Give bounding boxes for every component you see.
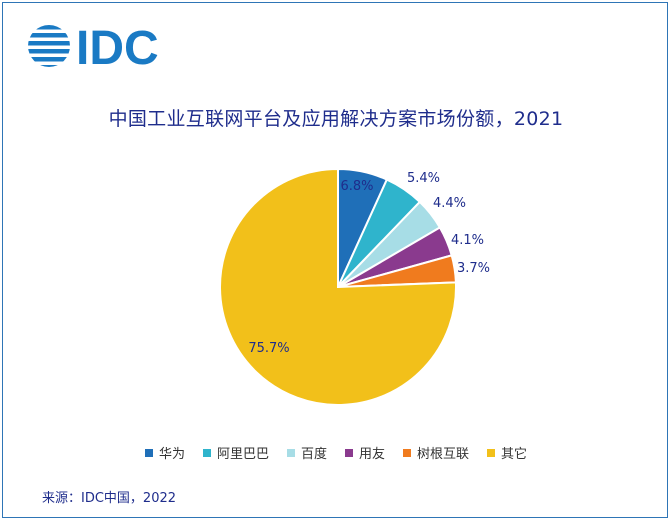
legend-item-5: 其它 (487, 443, 527, 462)
data-label-5: 75.7% (248, 341, 289, 356)
legend-swatch (144, 448, 153, 457)
legend-item-4: 树根互联 (403, 443, 469, 462)
legend-swatch (345, 448, 353, 457)
legend-label: 其它 (501, 447, 528, 462)
legend-label: 百度 (300, 447, 327, 462)
legend-swatch (286, 448, 295, 457)
legend-swatch (403, 448, 412, 457)
chart-title: 中国工业互联网平台及应用解决方案市场份额，2021 (108, 108, 564, 130)
data-label-2: 4.4% (433, 196, 466, 211)
legend-label: 用友 (359, 447, 386, 462)
logo-text: IDC (76, 22, 159, 72)
data-label-1: 5.4% (407, 171, 440, 186)
data-label-0: 6.8% (340, 179, 373, 194)
source-note: 来源：IDC中国，2022 (42, 491, 177, 506)
globe-icon (28, 25, 70, 67)
legend-label: 阿里巴巴 (216, 447, 269, 462)
pie-slice-5 (219, 167, 457, 406)
chart-legend: 华为 阿里巴巴 百度 用友 树根互联 其它 (0, 443, 672, 462)
idc-logo: IDC (28, 22, 159, 72)
legend-label: 树根互联 (417, 447, 470, 462)
legend-swatch (202, 448, 211, 457)
legend-item-0: 华为 (144, 443, 185, 462)
legend-label: 华为 (158, 447, 185, 462)
legend-item-3: 用友 (345, 443, 385, 462)
data-label-4: 3.7% (457, 261, 490, 276)
legend-item-2: 百度 (286, 443, 327, 462)
data-label-3: 4.1% (451, 233, 484, 248)
legend-swatch (487, 448, 496, 457)
legend-item-1: 阿里巴巴 (202, 443, 269, 462)
pie-chart: 6.8% 5.4% 4.4% 4.1% 3.7% 75.7% (219, 167, 490, 406)
